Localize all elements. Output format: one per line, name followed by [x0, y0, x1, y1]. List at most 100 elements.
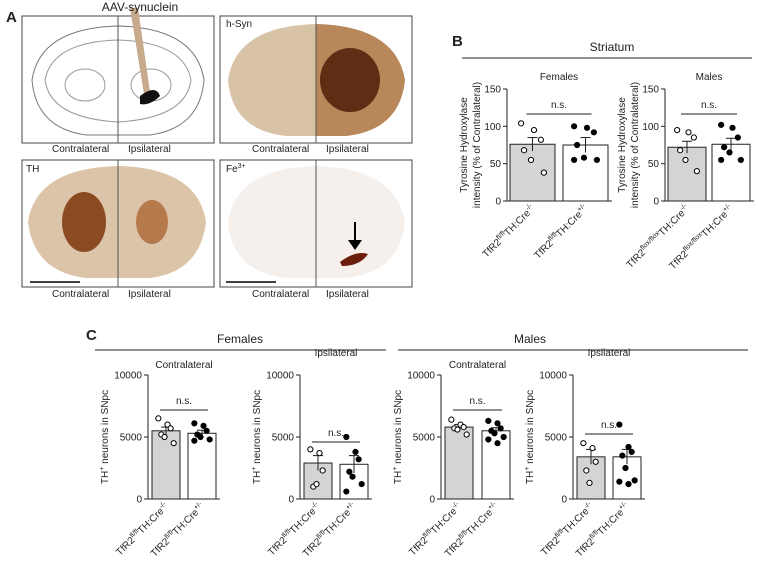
side-label: Contralateral — [52, 289, 109, 300]
chart-title: Females — [540, 72, 578, 83]
y-axis-label: TH+ neurons in SNpc — [251, 390, 263, 484]
data-point — [625, 443, 632, 451]
chart-title: Ipsilateral — [315, 348, 358, 359]
bar — [509, 143, 556, 202]
chart-title: Contralateral — [155, 360, 212, 371]
label-part: TH — [252, 471, 263, 484]
data-point — [537, 136, 545, 143]
stain-label: h-Syn — [226, 19, 252, 30]
data-point — [352, 448, 359, 455]
side-label: Ipsilateral — [128, 144, 171, 155]
label-sup: fl/fl — [422, 528, 434, 540]
data-point — [682, 156, 689, 164]
significance-label: n.s. — [469, 396, 485, 407]
y-axis-label: TH+ neurons in SNpc — [524, 390, 536, 484]
data-point — [191, 437, 198, 444]
data-point — [616, 478, 623, 485]
data-point — [616, 421, 623, 428]
chart-title: Contralateral — [449, 360, 506, 371]
y-axis-label: Tyrosine Hydroxylase — [459, 97, 470, 193]
y-tick-label: 10000 — [114, 371, 142, 382]
stain-label: Fe3+ — [226, 163, 246, 175]
data-point — [500, 433, 507, 441]
group-title: Females — [217, 332, 263, 346]
hsyn-section — [219, 15, 413, 144]
data-point — [454, 426, 461, 433]
data-point — [580, 440, 587, 447]
label-sup: -/- — [158, 500, 168, 510]
side-label: Contralateral — [52, 144, 109, 155]
data-point — [448, 416, 455, 423]
label-part: TH — [525, 471, 536, 484]
label-sup: +/- — [722, 202, 733, 213]
label-sup: fl/fl — [547, 231, 559, 243]
y-tick-label: 5000 — [272, 433, 295, 444]
x-tick-label: TfR2fl/flTH:Cre+/- — [532, 202, 591, 261]
y-tick-label: 0 — [495, 197, 501, 208]
label-part: TH — [100, 471, 111, 484]
y-tick-label: 0 — [429, 495, 435, 506]
data-point — [346, 468, 353, 475]
data-point — [491, 430, 498, 437]
y-tick-label: 5000 — [545, 433, 568, 444]
data-point — [313, 481, 320, 488]
bar — [187, 432, 217, 500]
y-tick-label: 50 — [648, 159, 660, 170]
label-sup: +/- — [345, 500, 356, 511]
data-point — [734, 134, 741, 141]
atlas-drawing — [21, 8, 215, 144]
data-point — [197, 433, 204, 441]
data-point — [319, 467, 326, 474]
y-axis-label: TH+ neurons in SNpc — [99, 390, 111, 484]
label-part: neurons in SNpc — [100, 390, 111, 467]
data-point — [718, 156, 725, 164]
data-point — [463, 431, 470, 438]
data-point — [155, 415, 162, 422]
label-sup: + — [251, 467, 258, 471]
data-point — [343, 433, 350, 441]
side-label: Ipsilateral — [128, 289, 171, 300]
y-tick-label: 5000 — [413, 433, 436, 444]
y-tick-label: 50 — [490, 159, 502, 170]
data-point — [494, 420, 501, 427]
panel-label: C — [86, 327, 97, 344]
data-point — [170, 440, 177, 447]
label-sup: fl/fl — [164, 529, 176, 541]
data-point — [355, 456, 362, 463]
label-sup: + — [392, 467, 399, 471]
y-axis-label: intensity (% of Contralateral) — [630, 82, 641, 208]
injection-label: AAV-synuclein — [102, 0, 178, 14]
label-sup: -/- — [583, 500, 593, 510]
y-tick-label: 10000 — [407, 371, 435, 382]
label-sup: -/- — [679, 202, 689, 212]
data-point — [677, 147, 684, 154]
bar — [667, 146, 707, 202]
significance-label: n.s. — [601, 420, 617, 431]
data-point — [494, 440, 501, 447]
data-point — [497, 425, 504, 432]
y-tick-label: 10000 — [539, 371, 567, 382]
data-point — [358, 481, 365, 488]
stain-label: TH — [26, 164, 39, 175]
data-point — [592, 458, 599, 465]
label-part: neurons in SNpc — [525, 390, 536, 467]
fe-section — [219, 159, 413, 288]
data-point — [206, 436, 213, 443]
label-sup: -/- — [451, 500, 461, 510]
label-sup: +/- — [487, 500, 498, 511]
y-tick-label: 10000 — [266, 371, 294, 382]
data-point — [574, 141, 581, 149]
bar — [562, 144, 609, 202]
label-sup: +/- — [576, 202, 587, 213]
chart-title: Ipsilateral — [588, 348, 631, 359]
data-point — [485, 436, 492, 443]
data-point — [628, 448, 635, 455]
y-tick-label: 0 — [288, 495, 294, 506]
data-point — [619, 452, 626, 459]
stain-sup: 3+ — [238, 163, 246, 170]
label-sup: + — [99, 467, 106, 471]
data-point — [540, 169, 548, 176]
y-tick-label: 0 — [653, 197, 659, 208]
data-point — [737, 156, 744, 164]
data-point — [590, 129, 598, 136]
